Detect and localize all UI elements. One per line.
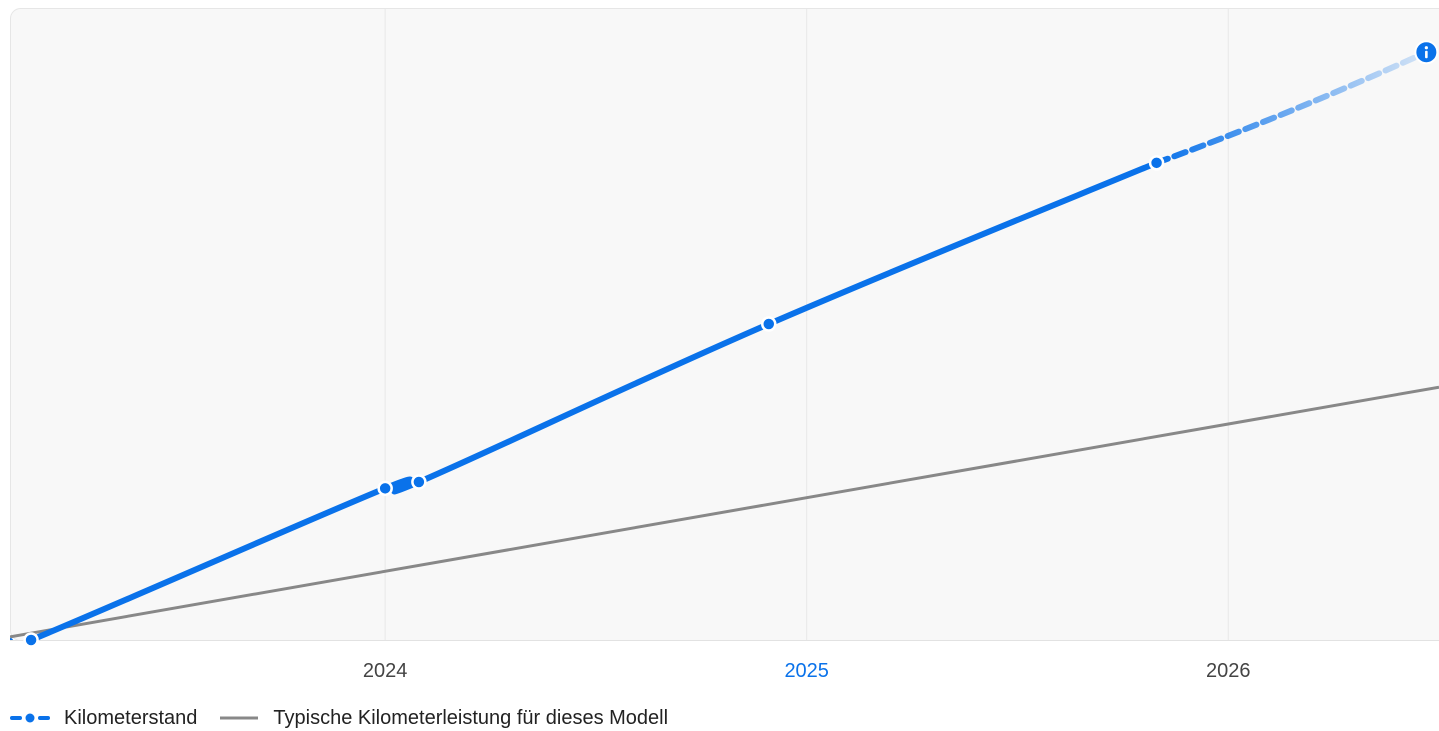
kilometerstand-point-5: [1148, 155, 1165, 171]
legend-swatch-typical-mileage: [220, 716, 259, 720]
legend-swatch-kilometerstand: [10, 713, 50, 723]
kilometerstand-forecast-line: [1153, 49, 1430, 166]
x-axis-ticks: 2024 2025 2026: [363, 660, 1251, 682]
info-icon-stem: [1425, 50, 1428, 59]
kilometerstand-point-1: [23, 632, 39, 648]
legend-label-kilometerstand: Kilometerstand: [64, 706, 198, 729]
plot-area: [10, 8, 1439, 641]
marker-layer: [23, 40, 1439, 648]
series-layer: [10, 49, 1439, 640]
x-tick-label-2024: 2024: [363, 660, 408, 682]
legend-item-typical-mileage[interactable]: Typische Kilometerleistung für dieses Mo…: [219, 707, 668, 730]
info-icon-dot: [1424, 46, 1428, 50]
x-tick-label-2026: 2026: [1206, 660, 1251, 682]
legend-label-typical-mileage: Typische Kilometerleistung für dieses Mo…: [273, 706, 669, 729]
kilometerstand-point-3: [411, 474, 427, 490]
typical-mileage-line: [10, 385, 1439, 639]
x-tick-label-2025: 2025: [784, 660, 829, 682]
kilometerstand-point-2: [377, 480, 393, 497]
grid: [10, 9, 1439, 641]
legend: Kilometerstand Typische Kilometerleistun…: [10, 706, 690, 730]
kilometerstand-point-4: [761, 316, 777, 332]
kilometerstand-line: [10, 159, 1160, 640]
mileage-chart: 2024 2025 2026: [10, 8, 1439, 682]
legend-item-kilometerstand[interactable]: Kilometerstand: [10, 707, 197, 730]
info-icon[interactable]: [1414, 40, 1439, 65]
